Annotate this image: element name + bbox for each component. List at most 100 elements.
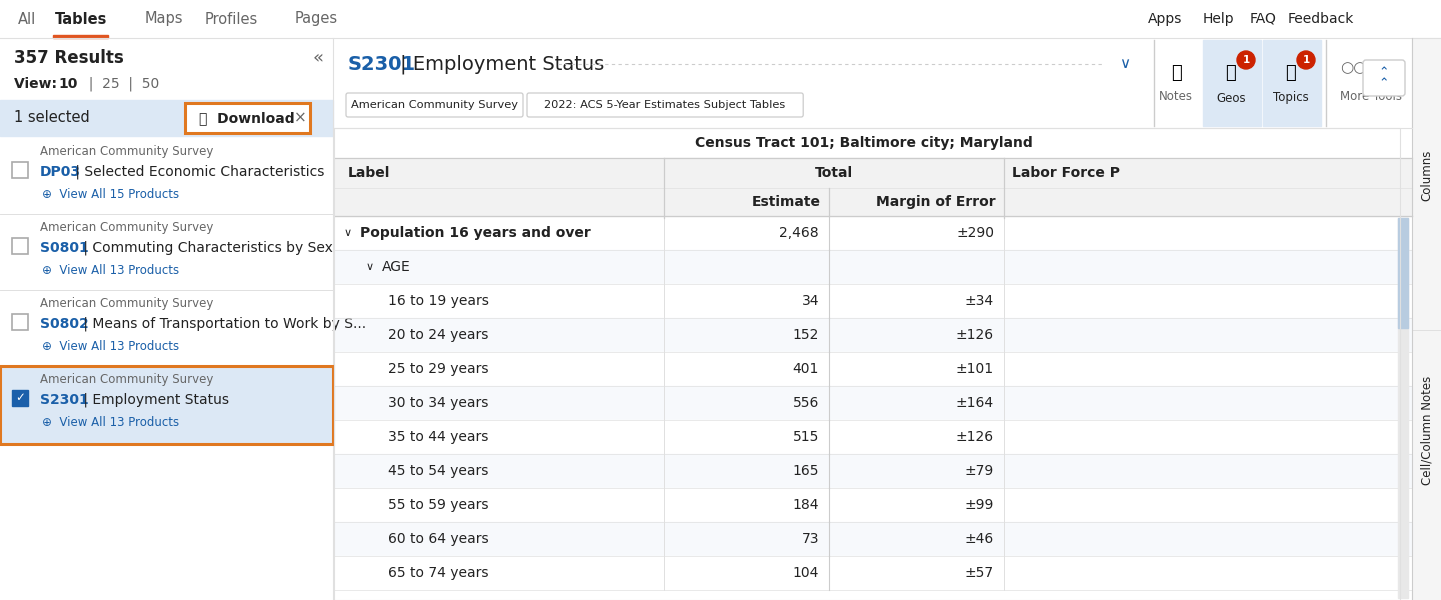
Text: 1: 1 [1242,55,1249,65]
Text: S0801: S0801 [40,241,89,255]
Text: 16 to 19 years: 16 to 19 years [388,294,488,308]
Text: Geos: Geos [1216,91,1246,104]
Bar [12,314,27,330]
Text: 73: 73 [801,532,818,546]
Text: 📄: 📄 [1170,64,1182,82]
Text: ∨: ∨ [366,262,375,272]
Bar [334,250,1412,284]
FancyBboxPatch shape [527,93,803,117]
FancyBboxPatch shape [1363,60,1405,96]
Bar [334,128,1412,158]
Text: | Selected Economic Characteristics: | Selected Economic Characteristics [71,165,324,179]
Text: Estimate: Estimate [752,195,821,209]
Text: 165: 165 [793,464,818,478]
Text: ±126: ±126 [955,430,994,444]
Text: Maps: Maps [146,11,183,26]
Text: 45 to 54 years: 45 to 54 years [388,464,488,478]
Text: 104: 104 [793,566,818,580]
Bar [334,128,1401,600]
Text: 152: 152 [793,328,818,342]
Bar [1398,218,1408,328]
Text: Help: Help [1203,12,1235,26]
Text: | Employment Status: | Employment Status [401,54,604,74]
Bar [184,103,310,133]
Text: Notes: Notes [1159,89,1193,103]
Text: Topics: Topics [1274,91,1308,104]
Text: ±126: ±126 [955,328,994,342]
Bar [334,522,1412,556]
Text: ⊕  View All 13 Products: ⊕ View All 13 Products [42,263,179,277]
Text: 357 Results: 357 Results [14,49,124,67]
Bar [1398,218,1408,598]
Text: ✓: ✓ [14,391,24,404]
Text: ∨: ∨ [344,228,352,238]
Text: ⌃
⌃: ⌃ ⌃ [1379,66,1389,90]
Text: American Community Survey: American Community Survey [40,373,213,386]
Circle shape [1297,51,1316,69]
Text: All: All [17,11,36,26]
Text: Labor Force P: Labor Force P [1012,166,1120,180]
Bar [334,318,1412,352]
Text: ⊕  View All 13 Products: ⊕ View All 13 Products [42,340,179,352]
Text: 10: 10 [58,77,78,91]
Text: ⊕  View All 15 Products: ⊕ View All 15 Products [42,187,179,200]
Text: Pages: Pages [295,11,339,26]
Text: |  25  |  50: | 25 | 50 [81,77,160,91]
Text: 2,468: 2,468 [780,226,818,240]
Bar [334,420,1412,454]
Text: American Community Survey: American Community Survey [352,100,517,110]
Text: ±101: ±101 [955,362,994,376]
Bar [0,0,1441,38]
Circle shape [1236,51,1255,69]
Bar [12,390,27,406]
Text: 35 to 44 years: 35 to 44 years [388,430,488,444]
Text: ±99: ±99 [964,498,994,512]
Text: S0802: S0802 [40,317,89,331]
Bar [1203,40,1261,126]
Text: American Community Survey: American Community Survey [40,145,213,158]
Text: Feedback: Feedback [1288,12,1355,26]
Text: ±79: ±79 [965,464,994,478]
Bar [334,352,1412,386]
Text: ±164: ±164 [955,396,994,410]
Text: | Commuting Characteristics by Sex: | Commuting Characteristics by Sex [79,241,333,255]
Bar [1412,38,1441,600]
Text: Cell/Column Notes: Cell/Column Notes [1419,376,1432,485]
Text: DP03: DP03 [40,165,81,179]
Bar [53,35,108,38]
Text: ∨: ∨ [1120,56,1130,71]
Text: Columns: Columns [1419,149,1432,200]
Text: Population 16 years and over: Population 16 years and over [360,226,591,240]
Text: 184: 184 [793,498,818,512]
Bar [184,103,310,133]
Bar [334,454,1412,488]
Text: Apps: Apps [1148,12,1183,26]
Bar [334,188,1412,216]
Text: 55 to 59 years: 55 to 59 years [388,498,488,512]
Bar [0,366,333,444]
Text: 60 to 64 years: 60 to 64 years [388,532,488,546]
Text: | Employment Status: | Employment Status [79,393,229,407]
Text: AGE: AGE [382,260,411,274]
Text: 2022: ACS 5-Year Estimates Subject Tables: 2022: ACS 5-Year Estimates Subject Table… [545,100,785,110]
Text: 556: 556 [793,396,818,410]
Text: ○○○: ○○○ [1340,61,1379,76]
Text: ±57: ±57 [965,566,994,580]
Text: 65 to 74 years: 65 to 74 years [388,566,488,580]
Bar [0,100,333,136]
Text: 1: 1 [1303,55,1310,65]
Text: American Community Survey: American Community Survey [40,221,213,235]
Text: 20 to 24 years: 20 to 24 years [388,328,488,342]
Bar [0,38,333,600]
Bar [0,366,333,444]
Text: More Tools: More Tools [1340,89,1402,103]
FancyBboxPatch shape [346,93,523,117]
Text: Total: Total [816,166,853,180]
Text: Label: Label [347,166,391,180]
Text: Tables: Tables [55,11,108,26]
Text: ⊕  View All 13 Products: ⊕ View All 13 Products [42,415,179,428]
Bar [334,38,1412,128]
Text: View:: View: [14,77,62,91]
Text: 401: 401 [793,362,818,376]
Text: 30 to 34 years: 30 to 34 years [388,396,488,410]
